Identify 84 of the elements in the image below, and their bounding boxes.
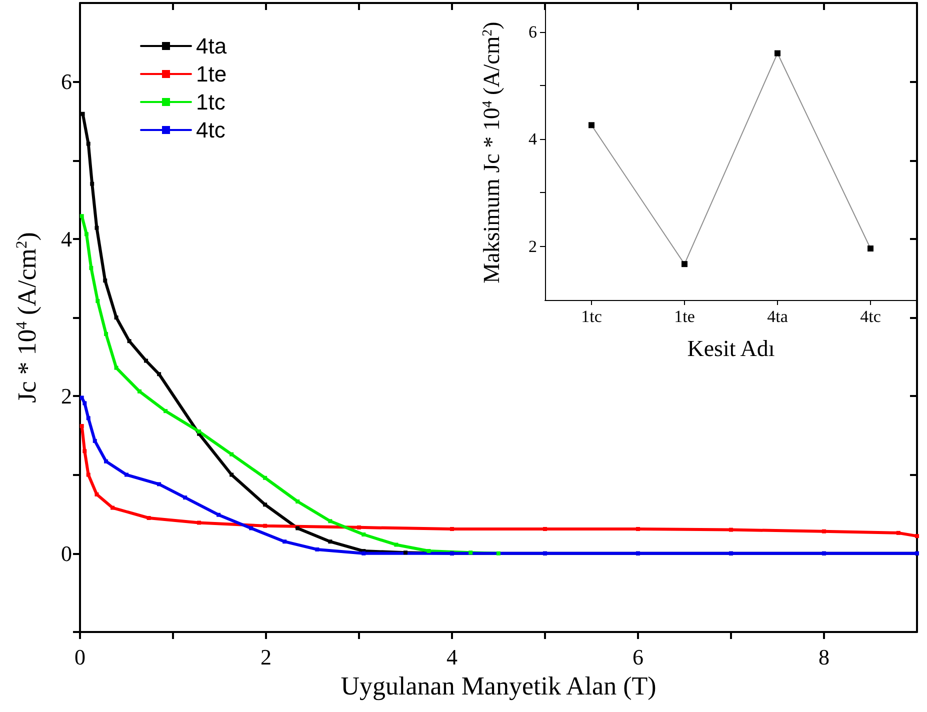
point <box>84 232 89 236</box>
point <box>82 449 87 454</box>
point <box>636 527 640 531</box>
point <box>94 226 99 230</box>
y-tick-label: 4 <box>528 130 538 149</box>
x-axis-title: Kesit Adı <box>687 336 775 361</box>
x-tick-label: 4ta <box>767 307 788 326</box>
point <box>80 214 84 218</box>
point <box>450 527 454 531</box>
point <box>263 476 268 480</box>
point <box>263 524 268 528</box>
point <box>216 512 221 517</box>
point <box>328 519 332 524</box>
point <box>328 540 332 544</box>
x-tick-label: 4 <box>446 644 458 670</box>
point <box>80 424 84 428</box>
point <box>315 547 320 552</box>
point <box>157 482 162 486</box>
legend-label: 1tc <box>196 90 226 114</box>
point <box>110 506 115 510</box>
y-tick-label: 2 <box>61 384 72 409</box>
point <box>868 246 874 252</box>
y-tick-label: 0 <box>61 540 72 566</box>
x-tick-label: 6 <box>632 644 644 670</box>
x-axis-title: Uygulanan Manyetik Alan (T) <box>340 671 656 700</box>
point <box>103 278 108 283</box>
point <box>146 516 151 520</box>
point <box>94 492 99 496</box>
point <box>296 499 300 504</box>
point <box>496 551 500 556</box>
point <box>197 520 202 525</box>
point <box>127 339 132 344</box>
legend-label: 4ta <box>196 34 228 58</box>
point <box>230 452 234 456</box>
x-tick-label: 4tc <box>860 307 882 326</box>
point <box>124 472 128 477</box>
point <box>86 142 90 146</box>
point <box>588 122 594 128</box>
point <box>144 358 148 363</box>
point <box>468 550 473 555</box>
y-tick-label: 2 <box>528 236 537 256</box>
point <box>682 261 688 268</box>
point <box>89 266 94 270</box>
point <box>774 50 780 56</box>
point <box>80 112 85 116</box>
point <box>915 534 919 538</box>
point <box>282 540 287 544</box>
y-tick-label: 4 <box>61 226 72 252</box>
point <box>362 532 366 537</box>
y-tick-label: 6 <box>61 69 72 94</box>
point <box>164 409 168 414</box>
point <box>404 550 408 555</box>
y-axis-title: Maksimum Jc * 104 (A/cm2) <box>479 22 504 284</box>
point <box>230 472 234 477</box>
y-tick-label: 6 <box>528 22 537 42</box>
point <box>86 472 90 477</box>
legend-label: 4tc <box>196 118 226 142</box>
x-tick-label: 2 <box>260 644 272 670</box>
point <box>263 502 268 507</box>
point <box>114 316 118 320</box>
point <box>543 527 547 531</box>
point <box>183 496 188 500</box>
point <box>92 438 97 443</box>
x-tick-label: 8 <box>818 644 830 670</box>
point <box>80 396 84 400</box>
legend-label: 1te <box>196 62 227 86</box>
y-axis-title: Jc * 104 (A/cm2) <box>12 232 42 403</box>
point <box>86 416 90 420</box>
point <box>104 332 108 336</box>
point <box>426 549 431 554</box>
point <box>896 530 900 535</box>
x-tick-label: 1te <box>674 307 695 326</box>
point <box>138 389 142 394</box>
point <box>90 182 94 186</box>
x-tick-label: 1tc <box>581 307 602 326</box>
point <box>249 526 254 530</box>
point <box>394 542 398 547</box>
point <box>114 366 118 370</box>
point <box>357 525 361 530</box>
point <box>104 459 108 464</box>
point <box>96 298 100 303</box>
point <box>82 401 87 406</box>
point <box>157 372 162 376</box>
point <box>296 526 300 530</box>
